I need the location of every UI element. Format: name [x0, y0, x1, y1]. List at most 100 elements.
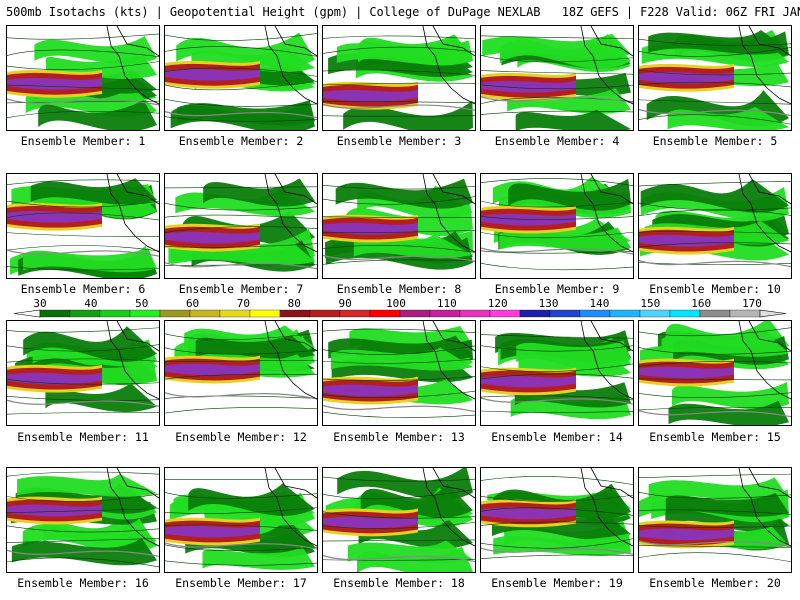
scale-color-swatch: [309, 309, 341, 318]
streamline: [165, 407, 317, 414]
jet-core-110kt-shading: [165, 363, 260, 376]
jet-streak-shading: [202, 547, 315, 570]
scale-tick-label: 170: [742, 297, 762, 310]
scale-color-swatch: [639, 309, 671, 318]
streamline: [323, 46, 475, 54]
jet-streak-shading: [34, 36, 157, 65]
coastline-border: [422, 321, 475, 400]
streamline: [323, 390, 475, 399]
streamline: [165, 524, 317, 531]
ensemble-member-map: [323, 468, 475, 572]
scale-color-swatch: [519, 309, 551, 318]
streamline: [481, 363, 633, 372]
scale-tick-label: 90: [339, 297, 352, 310]
streamline: [7, 84, 159, 90]
ensemble-member-panel: [480, 25, 634, 131]
streamline: [7, 266, 159, 271]
streamline: [481, 231, 633, 239]
jet-streak-shading: [648, 30, 789, 55]
ensemble-member-map: [165, 321, 317, 414]
streamline: [639, 114, 791, 125]
jet-core-110kt-shading: [165, 525, 260, 538]
coastline-border: [738, 26, 791, 105]
streamline: [481, 538, 633, 549]
streamline: [7, 525, 159, 533]
height-contour: [165, 262, 317, 270]
ensemble-member-panel: [480, 467, 634, 573]
jet-streak-shading: [661, 333, 789, 357]
ensemble-member-label: Ensemble Member: 5: [652, 134, 778, 148]
height-contour: [481, 547, 633, 555]
coastline-border: [422, 468, 475, 547]
jet-streak-shading: [22, 518, 157, 554]
ensemble-member-panel: [6, 173, 160, 279]
ensemble-member-label: Ensemble Member: 9: [494, 282, 620, 296]
ensemble-member-panel: [322, 173, 476, 279]
height-contour: [323, 103, 475, 111]
jet-streak-shading: [665, 492, 789, 517]
jet-streak-shading: [360, 483, 473, 518]
scale-color-swatch: [69, 309, 101, 318]
streamline: [165, 492, 317, 499]
streamline: [7, 471, 159, 477]
ensemble-member-label: Ensemble Member: 8: [336, 282, 462, 296]
streamline: [481, 494, 633, 502]
streamline: [165, 507, 317, 514]
jet-core-110kt-shading: [481, 375, 576, 388]
height-contour: [323, 254, 475, 262]
ensemble-member-map: [639, 26, 791, 130]
scale-color-swatch: [159, 309, 191, 318]
streamline: [323, 411, 475, 418]
coastline-border: [738, 174, 791, 253]
ensemble-member-panel: [480, 320, 634, 426]
height-contour: [481, 96, 633, 104]
streamline: [481, 476, 633, 485]
streamline: [7, 493, 159, 502]
streamline: [639, 38, 791, 46]
streamline: [639, 509, 791, 515]
streamline: [639, 361, 791, 367]
jet-streak-shading: [17, 473, 157, 497]
jet-core-110kt-shading: [7, 372, 102, 385]
scale-arrow-right: [759, 309, 787, 318]
ensemble-member-label: Ensemble Member: 7: [178, 282, 304, 296]
ensemble-member-panel: [6, 467, 160, 573]
ensemble-member-map: [481, 321, 633, 420]
streamline: [323, 216, 475, 218]
ensemble-member-map: [323, 174, 475, 270]
scale-tick-label: 70: [237, 297, 250, 310]
jet-streak-shading: [508, 178, 631, 211]
scale-arrow-left: [13, 309, 41, 318]
ensemble-member-panel: [638, 467, 792, 573]
ensemble-member-map: [7, 321, 159, 415]
streamline: [323, 358, 475, 364]
streamline: [481, 215, 633, 220]
ensemble-member-label: Ensemble Member: 16: [17, 576, 149, 590]
scale-tick-label: 30: [33, 297, 46, 310]
streamline: [165, 67, 317, 77]
jet-streak-shading: [23, 248, 157, 273]
ensemble-member-panel: [322, 320, 476, 426]
jet-core-110kt-shading: [639, 234, 734, 247]
streamline: [323, 245, 475, 253]
streamline: [165, 544, 317, 552]
ensemble-member-map: [639, 174, 791, 268]
streamline: [639, 230, 791, 235]
streamline: [639, 552, 791, 563]
jet-core-110kt-shading: [639, 366, 734, 379]
streamline: [481, 84, 633, 90]
jet-core-110kt-shading: [323, 222, 418, 235]
ensemble-member-map: [7, 26, 159, 130]
streamline: [323, 376, 475, 381]
coastline-border: [422, 26, 475, 105]
jet-streak-shading: [335, 178, 473, 209]
jet-streak-shading: [23, 326, 157, 362]
jet-streak-shading: [648, 477, 789, 503]
ensemble-member-map: [639, 468, 791, 563]
scale-tick-label: 160: [691, 297, 711, 310]
jet-streak-shading: [493, 533, 631, 556]
jet-streak-shading: [203, 178, 315, 207]
coastline-border: [264, 468, 317, 547]
streamline: [639, 47, 791, 57]
jet-core-110kt-shading: [165, 231, 260, 244]
